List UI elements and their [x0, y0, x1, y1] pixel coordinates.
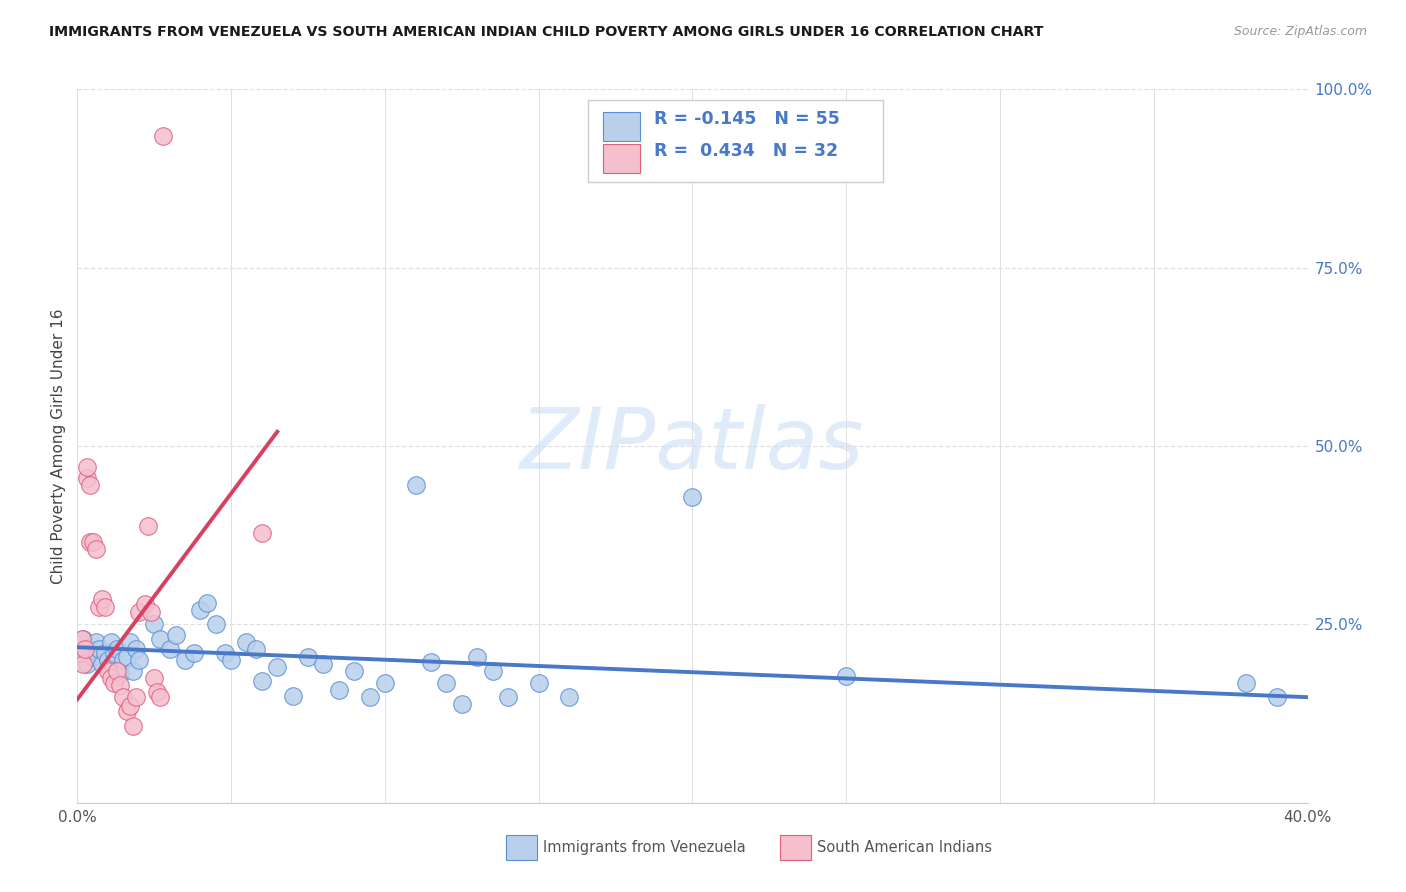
Point [134, 598, 156, 612]
Point [152, 128, 174, 143]
Point [70, 632, 93, 646]
Point [343, 664, 366, 678]
Point [128, 653, 150, 667]
Point [128, 605, 150, 619]
Point [84, 542, 107, 557]
Point [100, 635, 122, 649]
Text: Immigrants from Venezuela: Immigrants from Venezuela [543, 840, 745, 855]
Point [143, 617, 166, 632]
Point [100, 671, 122, 685]
Point [82, 535, 104, 549]
Point [72, 657, 94, 671]
FancyBboxPatch shape [603, 112, 640, 141]
Point [450, 698, 472, 712]
Point [143, 671, 166, 685]
Point [125, 690, 148, 705]
Point [235, 635, 257, 649]
Point [359, 690, 381, 705]
FancyBboxPatch shape [603, 145, 640, 173]
Point [115, 649, 138, 664]
Point [214, 646, 236, 660]
Point [79, 642, 101, 657]
Point [76, 657, 98, 671]
Point [73, 642, 96, 657]
Point [103, 676, 125, 690]
Text: R = -0.145   N = 55: R = -0.145 N = 55 [654, 111, 841, 128]
Point [219, 653, 242, 667]
Text: South American Indians: South American Indians [817, 840, 991, 855]
Point [165, 628, 187, 642]
Y-axis label: Child Poverty Among Girls Under 16: Child Poverty Among Girls Under 16 [51, 309, 66, 583]
Text: ZIPatlas: ZIPatlas [520, 404, 865, 488]
Point [94, 599, 117, 614]
Point [405, 478, 427, 492]
Point [266, 660, 288, 674]
Point [281, 689, 304, 703]
Point [682, 491, 704, 505]
Text: R =  0.434   N = 32: R = 0.434 N = 32 [654, 143, 838, 161]
Point [527, 676, 550, 690]
Point [195, 596, 218, 610]
Point [436, 676, 458, 690]
Point [250, 674, 273, 689]
Point [1234, 676, 1257, 690]
Point [328, 683, 350, 698]
Point [72, 632, 94, 646]
Point [481, 664, 503, 678]
Point [76, 460, 98, 475]
Point [204, 617, 226, 632]
Point [374, 676, 396, 690]
Point [558, 690, 581, 705]
Point [90, 657, 114, 671]
Text: IMMIGRANTS FROM VENEZUELA VS SOUTH AMERICAN INDIAN CHILD POVERTY AMONG GIRLS UND: IMMIGRANTS FROM VENEZUELA VS SOUTH AMERI… [49, 25, 1043, 39]
Point [84, 635, 107, 649]
Point [87, 599, 110, 614]
Point [112, 653, 135, 667]
Point [110, 667, 132, 681]
Point [112, 690, 135, 705]
Point [146, 685, 169, 699]
Text: Source: ZipAtlas.com: Source: ZipAtlas.com [1233, 25, 1367, 38]
Point [82, 649, 104, 664]
Point [110, 678, 132, 692]
Point [87, 642, 110, 657]
Point [121, 664, 143, 678]
Point [118, 699, 141, 714]
Point [97, 653, 120, 667]
Point [79, 535, 101, 549]
Point [245, 642, 267, 657]
Point [149, 690, 172, 705]
Point [174, 653, 197, 667]
Point [496, 690, 519, 705]
Point [141, 605, 163, 619]
Point [94, 646, 117, 660]
Point [121, 719, 143, 733]
Point [297, 649, 319, 664]
Point [105, 664, 128, 678]
Point [835, 669, 858, 683]
Point [125, 642, 148, 657]
Point [79, 478, 101, 492]
Point [188, 603, 212, 617]
Point [159, 642, 181, 657]
Point [90, 592, 114, 607]
Point [69, 646, 91, 660]
Point [465, 649, 488, 664]
Point [103, 646, 125, 660]
Point [105, 642, 128, 657]
Point [76, 471, 98, 485]
Point [420, 655, 443, 669]
Point [118, 635, 141, 649]
Point [312, 657, 335, 671]
Point [250, 526, 273, 541]
Point [149, 632, 172, 646]
Point [136, 519, 159, 533]
Point [1265, 690, 1288, 705]
Point [69, 646, 91, 660]
Point [183, 646, 205, 660]
Point [115, 705, 138, 719]
Point [97, 664, 120, 678]
FancyBboxPatch shape [588, 100, 883, 182]
